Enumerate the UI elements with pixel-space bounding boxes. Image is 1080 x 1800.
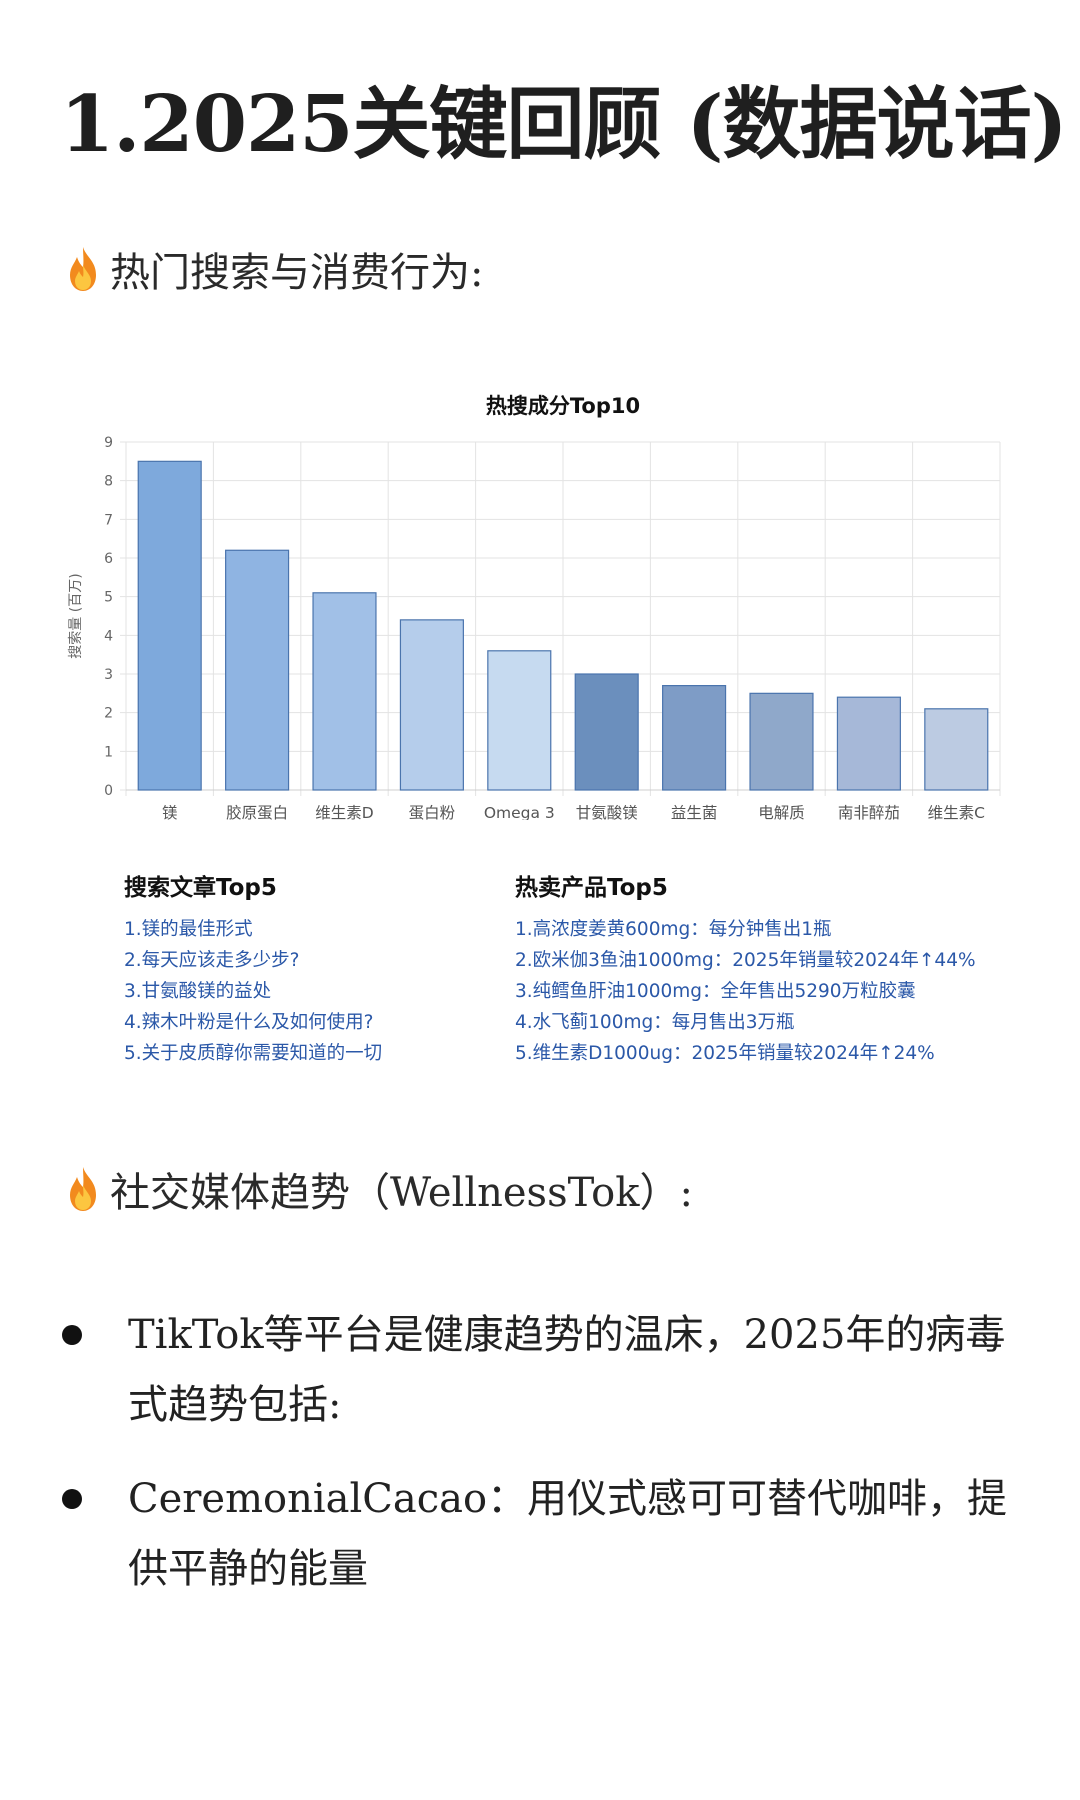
y-tick-label: 6 <box>104 551 113 567</box>
bar <box>225 549 290 791</box>
bullet-dot-icon <box>56 1464 128 1604</box>
x-tick-label: 益生菌 <box>671 804 718 820</box>
product-item[interactable]: 2.欧米伽3鱼油1000mg：2025年销量较2024年↑44% <box>515 950 976 971</box>
article-item[interactable]: 2.每天应该走多少步? <box>124 950 300 971</box>
x-tick-label: 南非醉茄 <box>838 804 900 820</box>
fire-icon <box>70 247 96 291</box>
x-tick-label: Omega 3 <box>484 804 555 820</box>
y-tick-label: 8 <box>104 474 113 490</box>
product-item[interactable]: 5.维生素D1000ug：2025年销量较2024年↑24% <box>515 1043 935 1064</box>
y-axis-label: 搜索量 (百万) <box>67 573 84 658</box>
bar <box>574 673 639 791</box>
x-tick-label: 镁 <box>162 804 178 820</box>
article-list-title: 搜索文章Top5 <box>124 875 277 901</box>
section-heading-text: 社交媒体趋势（WellnessTok）: <box>110 1170 693 1216</box>
y-tick-label: 3 <box>104 667 113 683</box>
product-list: 热卖产品Top5 1.高浓度姜黄600mg：每分钟售出1瓶 2.欧米伽3鱼油10… <box>515 868 976 1069</box>
chart-title: 热搜成分Top10 <box>486 394 640 418</box>
bar <box>836 696 901 791</box>
bullet-text: CeremonialCacao：用仪式感可可替代咖啡，提供平静的能量 <box>128 1476 1008 1592</box>
page-title: 1.2025关键回顾 (数据说话) <box>60 79 1067 170</box>
search-bar-chart: 热搜成分Top10 0 1 2 3 4 5 6 7 8 9 搜索量 (百万) 镁 胶原蛋白 维生素D 蛋白粉 O… <box>67 394 1001 820</box>
bullet-item: TikTok等平台是健康趋势的温床，2025年的病毒式趋势包括: <box>56 1300 1036 1440</box>
y-tick-label: 4 <box>104 628 113 644</box>
bar <box>399 619 464 791</box>
section-heading-social: 社交媒体趋势（WellnessTok）: <box>62 1160 693 1218</box>
bullet-item: CeremonialCacao：用仪式感可可替代咖啡，提供平静的能量 <box>56 1464 1036 1604</box>
x-tick-label: 维生素D <box>315 804 374 820</box>
bullet-text: TikTok等平台是健康趋势的温床，2025年的病毒式趋势包括: <box>128 1312 1006 1428</box>
bar <box>924 708 989 791</box>
product-item[interactable]: 1.高浓度姜黄600mg：每分钟售出1瓶 <box>515 919 832 940</box>
y-tick-label: 1 <box>104 744 113 760</box>
product-list-title: 热卖产品Top5 <box>515 875 668 901</box>
x-tick-label: 维生素C <box>928 804 985 820</box>
bullet-list: TikTok等平台是健康趋势的温床，2025年的病毒式趋势包括: Ceremon… <box>56 1300 1036 1628</box>
bar <box>137 460 202 791</box>
x-tick-label: 蛋白粉 <box>409 804 456 820</box>
product-item[interactable]: 3.纯鳕鱼肝油1000mg：全年售出5290万粒胶囊 <box>515 981 916 1002</box>
article-item[interactable]: 1.镁的最佳形式 <box>124 919 253 940</box>
y-tick-label: 7 <box>104 512 113 528</box>
x-tick-label: 电解质 <box>758 804 805 820</box>
article-item[interactable]: 4.辣木叶粉是什么及如何使用? <box>124 1012 374 1033</box>
product-item[interactable]: 4.水飞蓟100mg：每月售出3万瓶 <box>515 1012 795 1033</box>
bar <box>312 592 377 791</box>
article-item[interactable]: 5.关于皮质醇你需要知道的一切 <box>124 1043 383 1064</box>
bar <box>749 692 814 791</box>
bar <box>487 650 552 791</box>
y-tick-label: 5 <box>104 590 113 606</box>
y-tick-label: 0 <box>104 783 113 799</box>
section-heading-text: 热门搜索与消费行为: <box>110 250 484 296</box>
article-list: 搜索文章Top5 1.镁的最佳形式 2.每天应该走多少步? 3.甘氨酸镁的益处 … <box>124 868 382 1069</box>
bar <box>662 685 727 791</box>
fire-icon <box>70 1167 96 1211</box>
section-heading-search: 热门搜索与消费行为: <box>62 240 483 298</box>
bullet-dot-icon <box>56 1300 128 1440</box>
y-tick-label: 2 <box>104 706 113 722</box>
x-tick-label: 胶原蛋白 <box>226 804 288 820</box>
article-item[interactable]: 3.甘氨酸镁的益处 <box>124 981 272 1002</box>
y-tick-label: 9 <box>104 435 113 451</box>
x-tick-label: 甘氨酸镁 <box>576 804 638 820</box>
